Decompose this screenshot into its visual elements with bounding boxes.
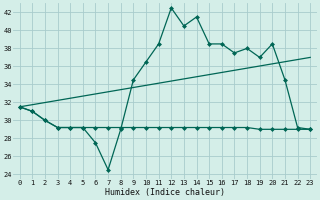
X-axis label: Humidex (Indice chaleur): Humidex (Indice chaleur) — [105, 188, 225, 197]
